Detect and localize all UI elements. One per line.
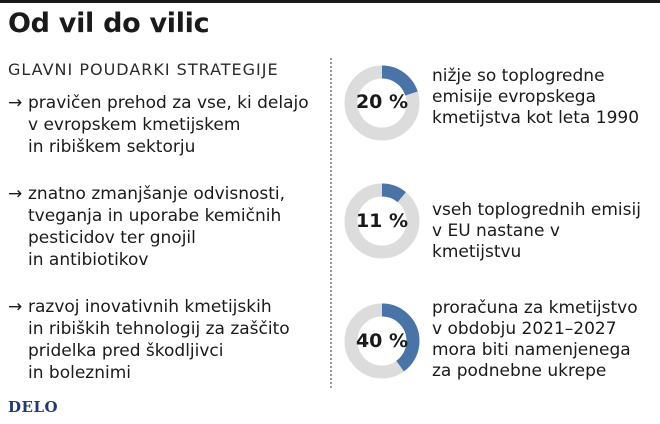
arrow-icon: →	[8, 93, 23, 113]
publisher-logo: DELO	[8, 398, 59, 416]
top-rule	[0, 0, 660, 3]
arrow-icon: →	[8, 184, 23, 204]
donut-chart-emissions-reduction	[344, 65, 420, 141]
bullet-item: → znatno zmanjšanje odvisnosti, tveganja…	[8, 183, 323, 271]
stat-description: proračuna za kmetijstvo v obdobju 2021–2…	[432, 298, 638, 381]
stat-description: vseh toplogrednih emisij v EU nastane v …	[432, 200, 641, 262]
donut-value-arc	[344, 183, 420, 259]
column-divider	[330, 58, 332, 388]
donut-chart-agriculture-share	[344, 183, 420, 259]
donut-label: 40 %	[355, 330, 409, 352]
donut-chart-budget-share	[344, 303, 420, 379]
stat-description: nižje so toplogredne emisije evropskega …	[432, 66, 640, 128]
arrow-icon: →	[8, 297, 23, 317]
bullet-item: → razvoj inovativnih kmetijskih in ribiš…	[8, 296, 323, 384]
bullet-text: razvoj inovativnih kmetijskih in ribiški…	[28, 297, 290, 383]
donut-value-arc	[344, 303, 420, 379]
bullet-text: pravičen prehod za vse, ki delajo v evro…	[28, 93, 309, 157]
section-subtitle: GLAVNI POUDARKI STRATEGIJE	[8, 60, 279, 79]
donut-value-arc	[344, 65, 420, 141]
donut-label: 20 %	[355, 91, 409, 113]
bullet-item: → pravičen prehod za vse, ki delajo v ev…	[8, 92, 323, 158]
bullet-text: znatno zmanjšanje odvisnosti, tveganja i…	[28, 184, 286, 270]
donut-label: 11 %	[355, 210, 409, 232]
page-title: Od vil do vilic	[8, 8, 210, 39]
